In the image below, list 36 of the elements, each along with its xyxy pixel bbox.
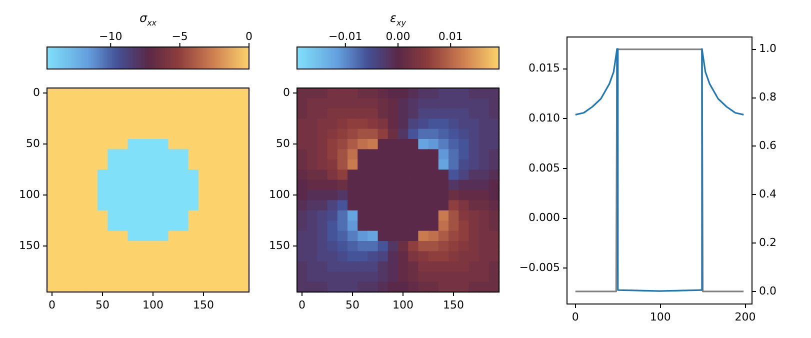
x-tick-label: 0 — [572, 310, 579, 324]
y2-tick-label: 0.6 — [759, 139, 776, 152]
color-bar-label: −5 — [172, 30, 188, 43]
y-tick-label: 0.005 — [528, 161, 560, 174]
color-bar-label: −10 — [99, 30, 122, 43]
y-tick-label: 0.015 — [528, 62, 560, 75]
color-bar-label: 0.00 — [386, 30, 410, 43]
x-tick-label: 150 — [443, 298, 464, 312]
y-tick-label: 0.010 — [528, 112, 560, 125]
y2-tick-label: 1.0 — [759, 42, 776, 56]
x-tick-label: 0 — [298, 298, 306, 312]
y-tick-label: 150 — [269, 238, 290, 252]
color-bar-label: −0.01 — [328, 30, 362, 43]
y2-tick-label: 0.0 — [759, 284, 776, 298]
x-tick-label: 100 — [392, 298, 414, 312]
y2-tick-label: 0.4 — [759, 187, 776, 200]
y-tick-label: 0 — [33, 86, 40, 99]
x-tick-label: 0 — [48, 298, 56, 312]
x-tick-label: 200 — [734, 310, 756, 324]
y-tick-label: 50 — [26, 136, 40, 150]
y-tick-label: −0.005 — [519, 260, 560, 274]
x-tick-label: 150 — [193, 298, 214, 312]
y-tick-label: 150 — [19, 238, 40, 252]
y-tick-label: 100 — [19, 188, 40, 201]
y-tick-label: 50 — [276, 136, 290, 150]
y2-tick-label: 0.2 — [759, 236, 776, 249]
x-tick-label: 100 — [142, 298, 164, 312]
x-tick-label: 100 — [650, 310, 671, 324]
x-tick-label: 50 — [96, 298, 110, 312]
y2-tick-label: 0.8 — [759, 90, 776, 104]
y-tick-label: 0.000 — [528, 211, 560, 224]
color-bar-label: 0 — [246, 30, 252, 43]
y-tick-label: 100 — [269, 188, 290, 201]
x-tick-label: 50 — [346, 298, 360, 312]
y-tick-label: 0 — [283, 86, 290, 99]
color-bar-label: 0.01 — [438, 30, 463, 43]
